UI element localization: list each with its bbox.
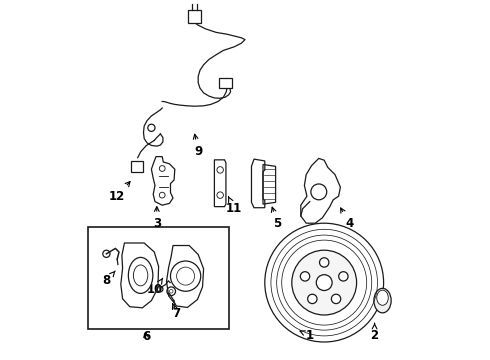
Text: 1: 1 (300, 329, 314, 342)
Text: 3: 3 (153, 207, 161, 230)
FancyBboxPatch shape (220, 78, 232, 88)
Circle shape (292, 250, 357, 315)
Ellipse shape (374, 288, 391, 313)
Text: 11: 11 (226, 197, 243, 215)
Circle shape (265, 223, 384, 342)
Text: 7: 7 (172, 304, 181, 320)
Text: 5: 5 (271, 207, 282, 230)
Text: 2: 2 (370, 323, 379, 342)
Text: 6: 6 (142, 330, 150, 343)
Circle shape (308, 294, 317, 303)
Text: 10: 10 (147, 278, 163, 296)
FancyBboxPatch shape (188, 10, 201, 23)
Circle shape (316, 275, 332, 291)
Ellipse shape (377, 290, 388, 305)
Text: 8: 8 (102, 271, 115, 287)
Circle shape (148, 124, 155, 131)
Circle shape (319, 258, 329, 267)
FancyBboxPatch shape (88, 227, 229, 329)
FancyBboxPatch shape (130, 161, 144, 172)
Ellipse shape (128, 257, 153, 293)
Text: 12: 12 (109, 181, 130, 203)
Circle shape (339, 272, 348, 281)
Circle shape (300, 272, 310, 281)
Text: 4: 4 (341, 208, 353, 230)
Ellipse shape (133, 265, 148, 286)
Text: 9: 9 (194, 134, 202, 158)
Circle shape (331, 294, 341, 303)
